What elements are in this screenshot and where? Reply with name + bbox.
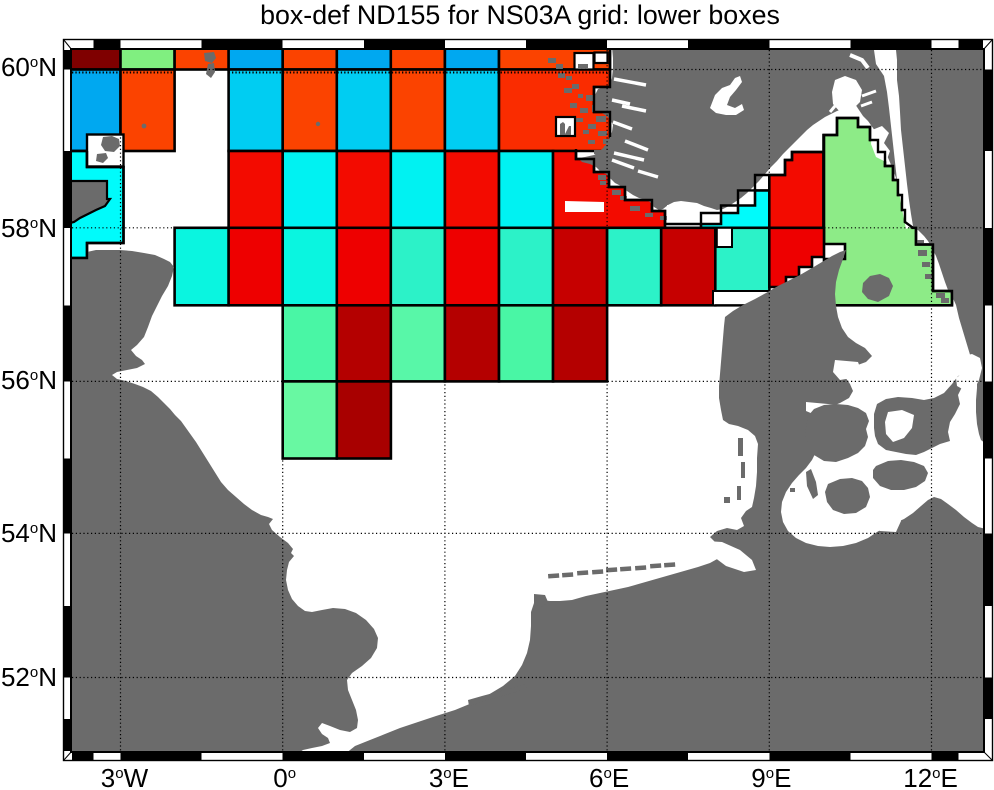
svg-text:12oE: 12oE xyxy=(903,763,958,790)
svg-text:54oN: 54oN xyxy=(1,518,57,548)
svg-text:60oN: 60oN xyxy=(1,52,57,82)
svg-text:56oN: 56oN xyxy=(1,365,57,395)
svg-text:3oW: 3oW xyxy=(101,763,149,790)
svg-text:3oE: 3oE xyxy=(429,763,469,790)
svg-text:box-def ND155 for NS03A grid:: box-def ND155 for NS03A grid: lower boxe… xyxy=(260,0,780,30)
svg-text:52oN: 52oN xyxy=(1,662,57,692)
svg-text:58oN: 58oN xyxy=(1,213,57,243)
